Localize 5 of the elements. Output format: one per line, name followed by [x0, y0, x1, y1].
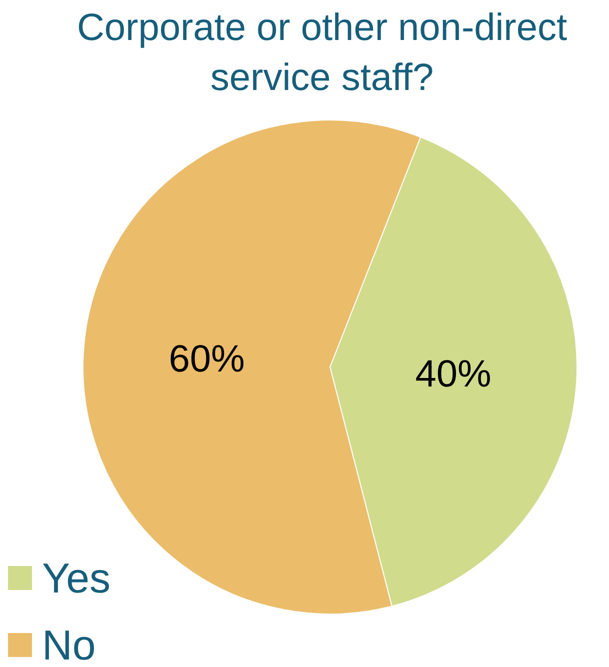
chart-title: Corporate or other non-direct service staff? — [76, 7, 568, 99]
legend-label: No — [42, 622, 96, 667]
data-label: 40% — [415, 354, 492, 396]
legend-label: Yes — [42, 554, 111, 602]
data-label: 60% — [168, 338, 245, 380]
